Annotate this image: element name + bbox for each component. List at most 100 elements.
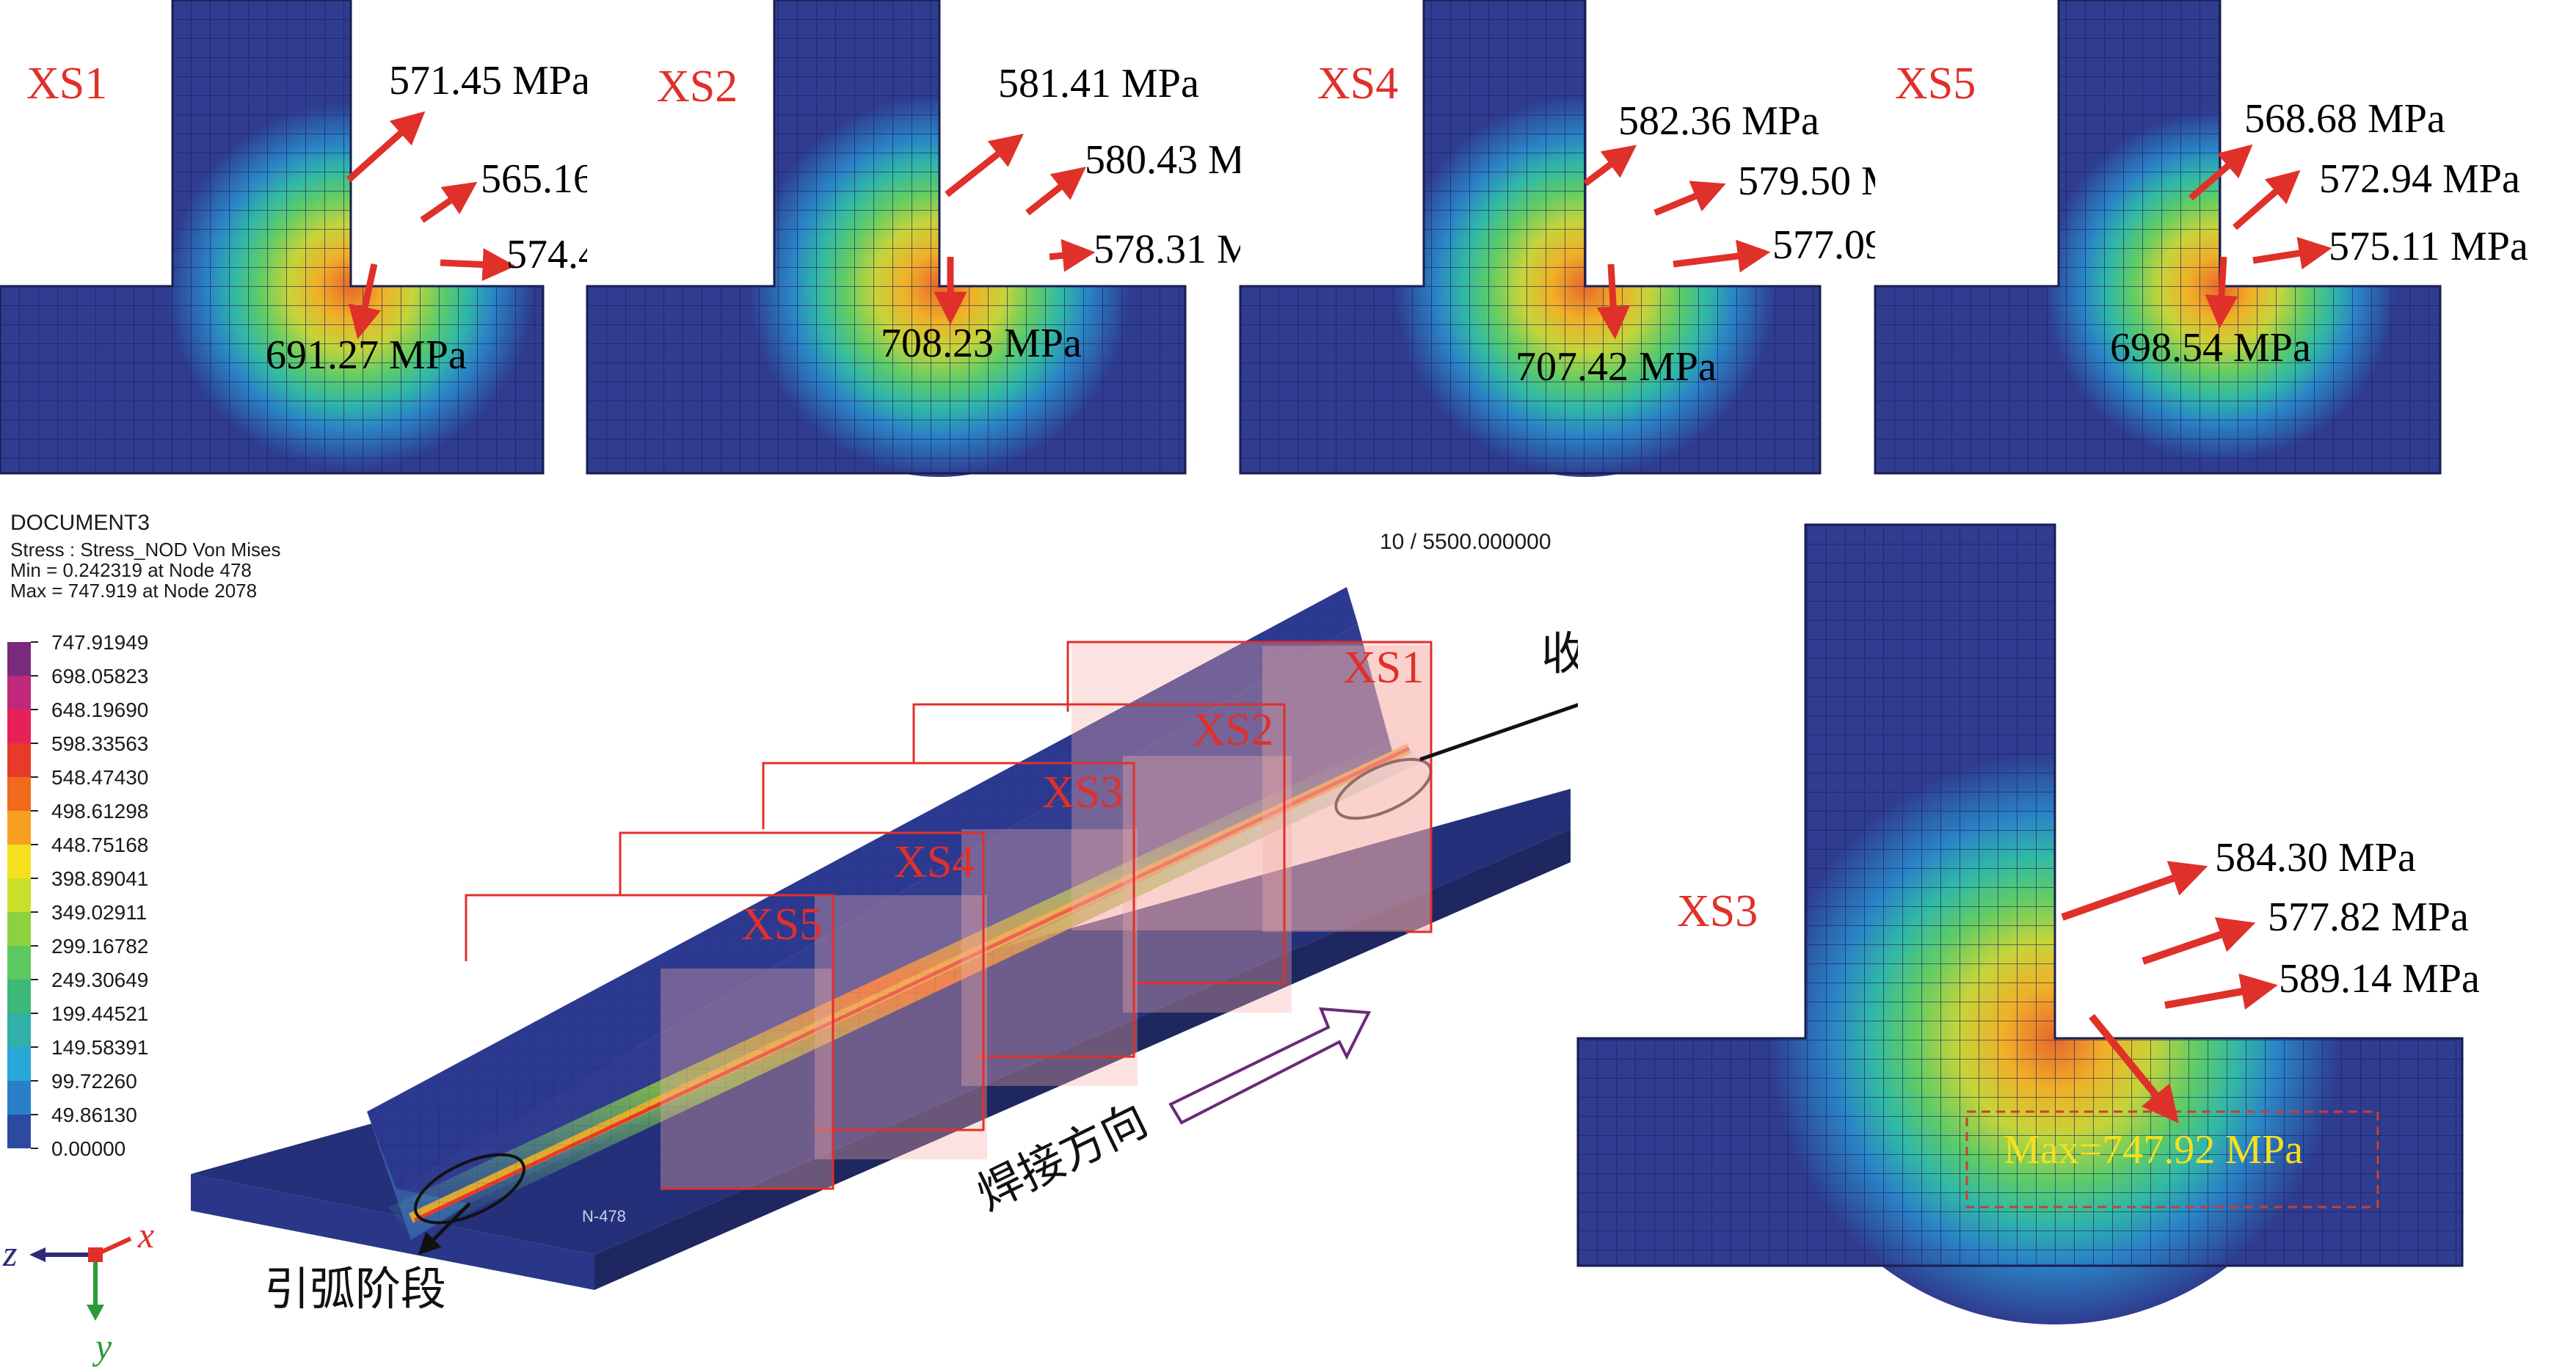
legend-value: 598.33563 [51,732,148,755]
legend-swatch [7,743,31,777]
value-label: 708.23 MPa [881,321,1082,366]
axis-label-z: z [2,1233,17,1274]
axis-triad: z x y [2,1214,154,1367]
legend-value: 249.30649 [51,969,148,991]
value-label: 584.30 MPa [2215,835,2416,881]
max-stress-label: Max=747.92 MPa [2004,1127,2303,1173]
legend-swatch [7,1013,31,1047]
legend-value: 548.47430 [51,766,148,789]
legend-value: 398.89041 [51,867,148,890]
plane-label: XS4 [894,837,975,887]
arc-start-label: 引弧阶段 [264,1265,446,1315]
value-label: 575.11 MPa [2329,224,2528,269]
node-label: N-478 [582,1207,626,1225]
legend-value: 299.16782 [51,935,148,958]
section-label: XS5 [1895,59,1976,109]
legend-swatch [7,642,31,676]
callout-arrow [1673,239,1771,273]
legend-swatch [7,980,31,1013]
legend-value: 0.00000 [51,1137,125,1160]
callout-arrow [945,134,1024,197]
plane-xs5 [465,894,834,1190]
document-title: DOCUMENT3 [10,511,150,535]
plane-xs2 [912,703,1292,1013]
legend-swatch [7,710,31,743]
legend-swatch [7,1047,31,1081]
callout-arrow [420,181,478,223]
plane-label: XS1 [1343,643,1424,693]
max-info: Max = 747.919 at Node 2078 [10,580,257,602]
legend-swatch [7,878,31,912]
callout-arrow [2233,169,2301,230]
value-label: 572.94 MPa [2319,156,2520,202]
section-label: XS4 [1317,59,1398,109]
legend-value: 349.02911 [51,901,147,924]
legend-value: 448.75168 [51,834,148,856]
callout-arrow [2252,236,2332,270]
value-label: 707.42 MPa [1516,344,1717,390]
callout-arrow [2089,1013,2179,1123]
plane-label: XS3 [1042,768,1123,817]
value-label: 698.54 MPa [2110,325,2311,371]
callout-arrow [440,248,516,282]
step-info: 10 / 5500.000000 [1380,530,1551,554]
callout-arrow [346,111,426,183]
legend-swatch [7,1115,31,1148]
value-label: 577.82 MPa [2268,894,2469,940]
cross-section-xs5: XS5 568.68 MPa 572.94 MPa 575.11 MPa 698… [1874,0,2528,475]
callout-arrow [1653,181,1726,216]
value-label: 568.68 MPa [2244,96,2445,142]
legend-value: 747.91949 [51,631,148,654]
plane-xs3 [762,762,1138,1086]
callout-arrow [349,263,381,340]
value-label: 582.36 MPa [1618,98,1819,144]
section-planes: XS1 XS2 XS3 XS4 XS5 [465,641,1433,1190]
weld-model-3d: N-478 [191,587,1571,1290]
arc-start-pointer [418,1202,471,1255]
value-label: 589.14 MPa [2279,956,2480,1002]
result-type: Stress : Stress_NOD Von Mises [10,539,280,561]
software-header: DOCUMENT3 Stress : Stress_NOD Von Mises … [10,511,1623,602]
weld-direction-label: 焊接方向 [969,1096,1155,1220]
legend-swatch [7,676,31,710]
value-label: 691.27 MPa [266,332,467,378]
cross-section-xs4: XS4 582.36 MPa 579.50 MPa 577.09 MPa 707… [1239,0,1973,477]
callout-arrow [2188,144,2253,201]
plane-xs4 [619,831,987,1159]
legend-swatch [7,946,31,980]
legend-value: 149.58391 [51,1036,148,1059]
callout-arrow [1583,145,1637,186]
value-label: 571.45 MPa [389,58,590,103]
legend-swatch [7,777,31,811]
callout-arrow [1596,263,1630,340]
plane-label: XS5 [741,900,822,949]
section-label: XS3 [1677,886,1758,936]
axis-label-y: y [92,1326,112,1367]
cross-section-xs3-detail: XS3 584.30 MPa 577.82 MPa 589.14 MPa Max… [1576,523,2480,1324]
legend-value: 498.61298 [51,800,148,823]
callout-arrow [1025,167,1086,216]
callout-arrow [2142,917,2256,965]
callout-arrow [2205,256,2238,329]
legend-value: 648.19690 [51,699,148,721]
min-info: Min = 0.242319 at Node 478 [10,559,252,581]
legend-swatch [7,1081,31,1115]
legend-value: 99.72260 [51,1070,137,1093]
callout-arrow [2061,861,2208,921]
color-legend: 747.91949 698.05823 648.19690 598.33563 548.… [7,631,148,1160]
cross-section-xs2: XS2 581.41 MPa 580.43 MPa 578.31 MPa 708… [586,0,1295,477]
axis-label-x: x [137,1214,154,1255]
legend-value: 49.86130 [51,1104,137,1126]
plane-xs1 [1066,641,1433,933]
legend-value: 698.05823 [51,665,148,688]
legend-swatch [7,912,31,946]
callout-arrow [2164,973,2278,1010]
section-label: XS1 [26,59,107,109]
legend-swatch [7,811,31,845]
value-label: 581.41 MPa [998,61,1199,106]
callout-arrow [1049,238,1096,272]
legend-swatch [7,845,31,878]
legend-value: 199.44521 [51,1002,148,1025]
plane-label: XS2 [1193,705,1273,755]
